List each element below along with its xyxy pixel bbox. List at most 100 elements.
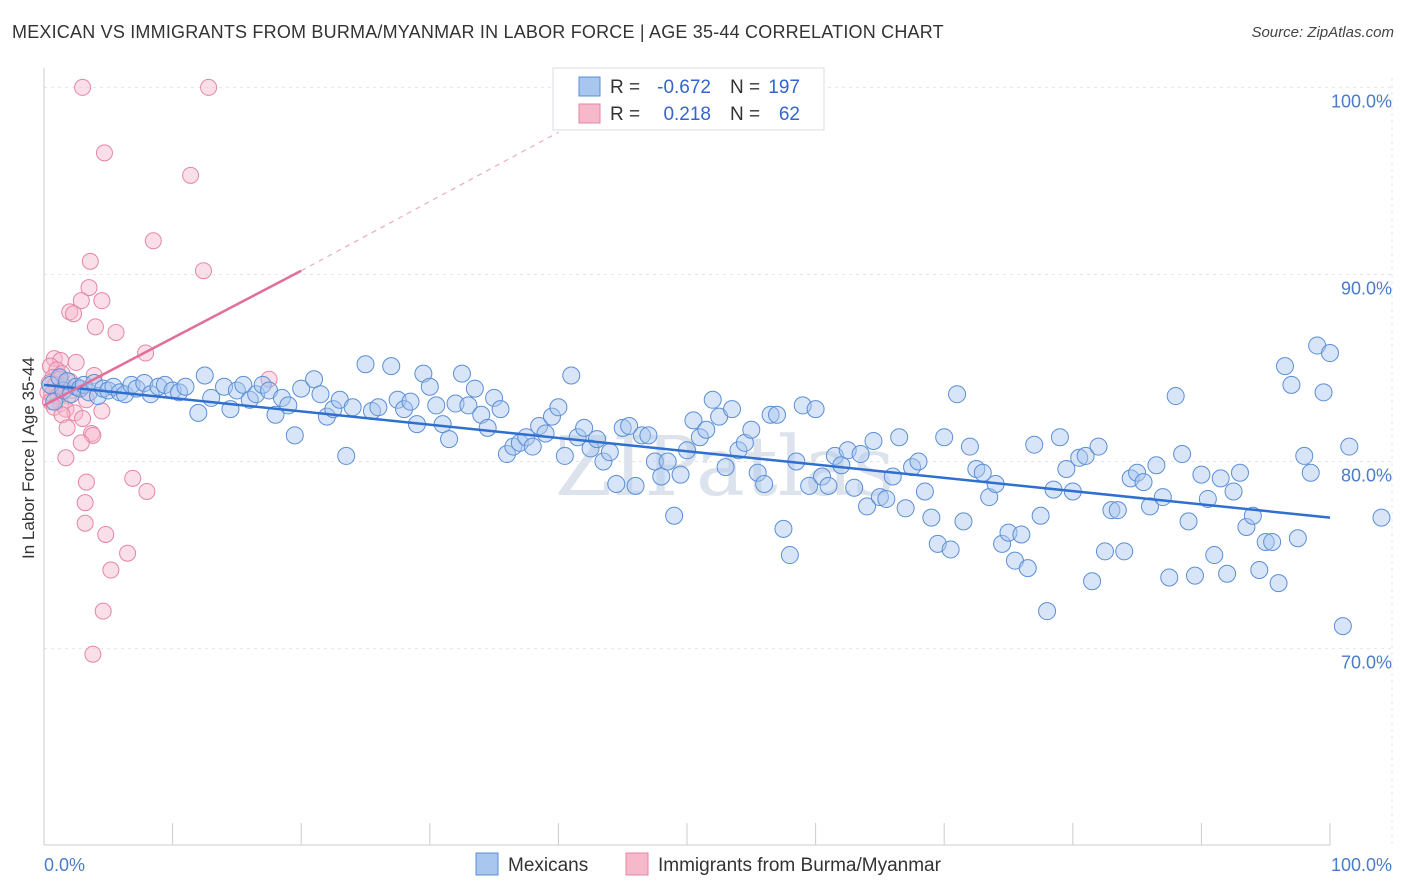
mexicans-point-151: [1018, 559, 1037, 578]
mexicans-point-127: [864, 431, 883, 450]
mexicans-point-173: [1160, 568, 1179, 587]
mexicans-point-47: [337, 446, 356, 465]
legend-item-burma: Immigrants from Burma/Myanmar: [658, 855, 942, 876]
burma-point-53: [76, 514, 94, 532]
y-tick-label-3: 100.0%: [1331, 91, 1392, 111]
burma-point-40: [93, 402, 111, 420]
mexicans-point-142: [960, 437, 979, 456]
burma-point-51: [138, 482, 156, 500]
burma-point-48: [57, 449, 75, 467]
mexicans-point-91: [632, 426, 651, 445]
mexicans-point-153: [1031, 506, 1050, 525]
mexicans-point-157: [1057, 460, 1076, 479]
mexicans-point-120: [819, 476, 838, 495]
mexicans-point-66: [472, 405, 491, 424]
mexicans-point-162: [1089, 437, 1108, 456]
mexicans-point-180: [1205, 546, 1224, 565]
mexicans-point-117: [800, 476, 819, 495]
mexicans-point-145: [980, 488, 999, 507]
burma-point-2: [95, 144, 113, 162]
mexicans-point-106: [729, 441, 748, 460]
burma-point-13: [107, 323, 125, 341]
legend-item-mexicans-swatch: [475, 852, 499, 876]
burma-point-49: [124, 469, 142, 487]
burma-point-11: [65, 305, 83, 323]
mexicans-point-147: [993, 534, 1012, 553]
mexicans-point-104: [716, 458, 735, 477]
mexicans-point-89: [620, 416, 639, 435]
mexicans-point-113: [774, 519, 793, 538]
chart-source: Source: ZipAtlas.com: [1251, 24, 1394, 41]
burma-point-43: [74, 410, 92, 428]
mexicans-point-70: [497, 445, 516, 464]
mexicans-point-111: [761, 405, 780, 424]
mexicans-point-83: [581, 439, 600, 458]
mexicans-point-92: [639, 426, 658, 445]
y-tick-label-1: 80.0%: [1341, 466, 1392, 486]
mexicans-point-171: [1147, 456, 1166, 475]
mexicans-point-191: [1275, 357, 1294, 376]
mexicans-point-80: [562, 366, 581, 385]
mexicans-point-124: [845, 478, 864, 497]
mexicans-point-64: [459, 396, 478, 415]
mexicans-point-159: [1070, 448, 1089, 467]
series-burma-points: [39, 78, 278, 663]
mexicans-point-82: [575, 418, 594, 437]
mexicans-point-201: [1372, 508, 1391, 527]
mexicans-point-161: [1083, 572, 1102, 591]
mexicans-point-192: [1282, 375, 1301, 394]
mexicans-point-122: [832, 456, 851, 475]
mexicans-point-154: [1038, 602, 1057, 621]
mexicans-point-93: [645, 452, 664, 471]
mexicans-point-107: [735, 433, 754, 452]
mexicans-point-119: [813, 467, 832, 486]
mexicans-point-193: [1288, 529, 1307, 548]
mexicans-point-27: [195, 366, 214, 385]
mexicans-point-181: [1211, 469, 1230, 488]
burma-point-9: [93, 292, 111, 310]
mexicans-point-156: [1050, 428, 1069, 447]
legend-r-value-1: -0.672: [657, 77, 711, 98]
mexicans-point-99: [684, 411, 703, 430]
mexicans-point-21: [149, 377, 168, 396]
burma-point-55: [119, 544, 137, 562]
y-tick-label-0: 70.0%: [1341, 653, 1392, 673]
burma-point-54: [97, 525, 115, 543]
mexicans-point-78: [549, 398, 568, 417]
mexicans-point-95: [658, 452, 677, 471]
mexicans-point-150: [1012, 525, 1031, 544]
mexicans-point-86: [600, 443, 619, 462]
mexicans-point-136: [922, 508, 941, 527]
mexicans-point-187: [1250, 561, 1269, 580]
mexicans-point-130: [883, 467, 902, 486]
mexicans-point-77: [542, 407, 561, 426]
mexicans-point-58: [420, 377, 439, 396]
mexicans-point-60: [433, 415, 452, 434]
x-tick-label-1: 100.0%: [1331, 855, 1392, 875]
burma-point-3: [182, 166, 200, 184]
mexicans-point-57: [414, 364, 433, 383]
mexicans-point-131: [890, 428, 909, 447]
mexicans-point-43: [311, 385, 330, 404]
mexicans-point-102: [703, 390, 722, 409]
mexicans-point-74: [523, 437, 542, 456]
mexicans-point-97: [671, 465, 690, 484]
burma-point-4: [144, 232, 162, 250]
series-legend: Mexicans Immigrants from Burma/Myanmar: [475, 852, 942, 876]
mexicans-point-105: [723, 400, 742, 419]
mexicans-point-79: [555, 446, 574, 465]
mexicans-point-19: [135, 373, 154, 392]
burma-point-50: [77, 473, 95, 491]
mexicans-point-190: [1269, 574, 1288, 593]
mexicans-point-194: [1295, 446, 1314, 465]
mexicans-point-55: [401, 392, 420, 411]
burma-point-47: [72, 434, 90, 452]
mexicans-point-25: [176, 377, 195, 396]
mexicans-point-114: [780, 546, 799, 565]
mexicans-point-186: [1243, 506, 1262, 525]
burma-point-0: [74, 78, 92, 96]
legend-n-label-2: N =: [730, 104, 760, 125]
mexicans-point-125: [851, 445, 870, 464]
y-axis-label: In Labor Force | Age 35-44: [19, 357, 38, 559]
